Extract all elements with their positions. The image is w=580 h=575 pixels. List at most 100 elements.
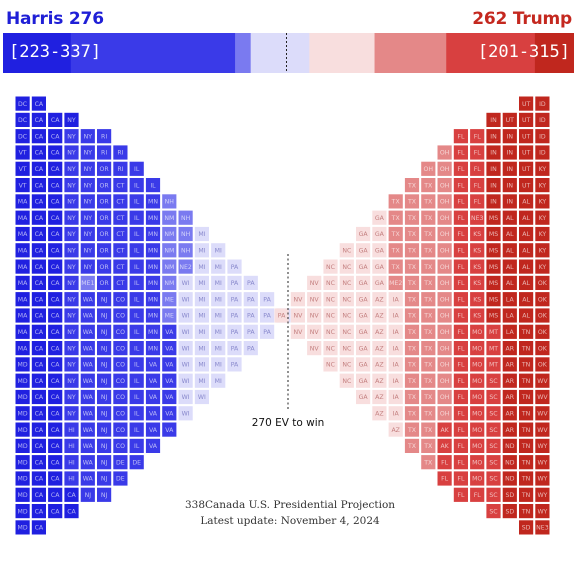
state-code-label: MD (18, 525, 28, 532)
state-code-label: IL (134, 166, 140, 173)
state-code-label: KY (539, 215, 547, 222)
trump-ev-cell: OH (437, 194, 452, 209)
trump-ev-cell: TX (421, 357, 436, 372)
state-code-label: TX (391, 231, 401, 238)
state-code-label: NC (326, 313, 335, 320)
state-code-label: TX (423, 280, 433, 287)
trump-ev-cell: WV (535, 389, 550, 405)
state-code-label: OH (440, 231, 450, 238)
state-code-label: TX (407, 280, 417, 287)
harris-ev-cell: CA (31, 96, 46, 111)
state-code-label: TX (407, 394, 417, 401)
state-code-label: PA (263, 296, 271, 303)
harris-ev-cell: WI (178, 357, 193, 372)
state-code-label: PA (231, 345, 239, 352)
trump-ev-cell: TN (519, 357, 534, 372)
state-code-label: NC (342, 264, 351, 271)
state-code-label: MO (472, 476, 482, 483)
state-code-label: NJ (101, 378, 108, 385)
harris-ev-cell: CA (31, 406, 46, 421)
state-code-label: TX (423, 231, 433, 238)
state-code-label: RI (117, 150, 123, 157)
state-code-label: TN (521, 411, 531, 418)
harris-ev-cell: MA (15, 226, 30, 242)
trump-ev-cell: WY (535, 487, 550, 502)
harris-ev-cell: WA (80, 389, 95, 405)
state-code-label: TX (423, 248, 433, 255)
trump-ev-cell: ID (535, 129, 550, 144)
state-code-label: NC (326, 362, 335, 369)
state-code-label: NY (67, 280, 76, 287)
harris-ev-cell: CA (48, 406, 63, 421)
harris-ev-cell: NY (64, 226, 79, 242)
trump-ev-cell: AZ (372, 308, 387, 323)
state-code-label: MI (215, 362, 222, 369)
state-code-label: MD (18, 394, 28, 401)
trump-ev-cell: MS (486, 308, 501, 323)
state-code-label: CA (51, 476, 60, 483)
harris-ev-cell: MD (15, 389, 30, 405)
trump-ev-cell: TX (404, 243, 420, 258)
harris-ev-cell: ME (162, 308, 177, 323)
state-code-label: NY (67, 248, 76, 255)
state-code-label: WA (83, 345, 94, 352)
state-code-label: CA (51, 248, 60, 255)
trump-ev-cell: IA (388, 341, 403, 356)
state-code-label: OH (440, 345, 450, 352)
harris-ev-cell: NJ (97, 438, 112, 453)
state-code-label: NC (326, 345, 335, 352)
state-code-label: NE3 (471, 215, 484, 222)
harris-ev-cell: VA (145, 438, 161, 453)
state-code-label: MI (215, 280, 222, 287)
state-code-label: VA (165, 411, 174, 418)
state-code-label: IL (134, 362, 140, 369)
harris-ev-cell: ME (162, 292, 177, 307)
harris-ev-cell: CO (113, 308, 128, 323)
state-code-label: OK (538, 345, 548, 352)
harris-ev-cell: DE (113, 455, 128, 470)
trump-ev-cell: OK (535, 341, 550, 356)
state-code-label: IL (150, 182, 156, 189)
projection-bar (3, 33, 574, 73)
harris-ev-cell: IL (129, 324, 144, 339)
state-code-label: FL (474, 199, 482, 206)
state-code-label: ID (539, 133, 546, 140)
state-code-label: IL (134, 199, 140, 206)
harris-ev-cell: NY (64, 161, 79, 176)
harris-ev-cell: VA (162, 373, 177, 388)
harris-ev-cell: NJ (97, 406, 112, 421)
state-code-label: PA (231, 296, 239, 303)
state-code-label: CO (116, 345, 125, 352)
harris-ev-cell: MI (211, 324, 226, 339)
state-code-label: OH (440, 199, 450, 206)
state-code-label: CT (116, 264, 124, 271)
state-code-label: CA (35, 345, 44, 352)
harris-ev-cell: NM (162, 275, 177, 290)
harris-ev-cell: NJ (80, 487, 95, 502)
state-code-label: PA (278, 313, 286, 320)
state-code-label: WY (537, 443, 547, 450)
harris-ev-cell: MI (211, 373, 226, 388)
trump-ev-cell: AL (519, 226, 534, 242)
state-code-label: AR (506, 394, 515, 401)
state-code-label: FL (457, 166, 465, 173)
trump-ev-cell: NC (323, 324, 338, 339)
harris-ev-cell: PA (260, 292, 275, 307)
harris-ev-cell: MA (15, 194, 30, 209)
state-code-label: CA (51, 117, 60, 124)
harris-ev-cell: MA (15, 292, 30, 307)
state-code-label: CA (67, 508, 76, 515)
state-code-label: CA (51, 378, 60, 385)
state-code-label: PA (231, 264, 239, 271)
trump-ev-cell: KY (535, 194, 550, 209)
state-code-label: MO (472, 443, 482, 450)
state-code-label: GA (375, 215, 385, 222)
state-code-label: NY (84, 166, 93, 173)
state-code-label: IN (490, 133, 497, 140)
trump-ev-cell: IN (486, 178, 501, 193)
state-code-label: KY (539, 166, 547, 173)
state-code-label: MN (148, 345, 158, 352)
state-code-label: TX (391, 264, 401, 271)
trump-ev-cell: TN (519, 455, 534, 470)
state-code-label: WA (83, 296, 94, 303)
